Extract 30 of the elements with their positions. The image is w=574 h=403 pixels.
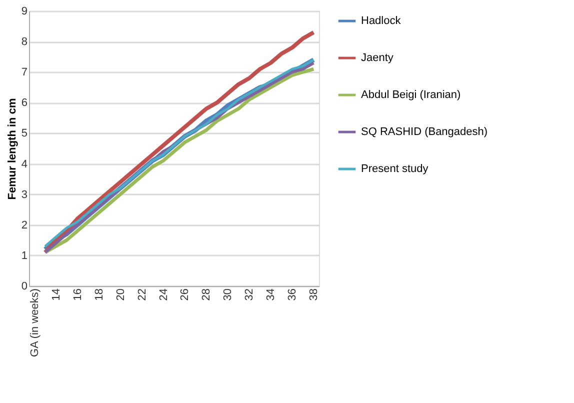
y-tick-label: 4 xyxy=(21,158,28,170)
y-tick-label: 6 xyxy=(21,97,28,110)
x-tick-label: 34 xyxy=(265,288,278,301)
y-tick-label: 1 xyxy=(21,250,28,262)
y-tick-label: 0 xyxy=(21,280,28,292)
x-tick-label: 30 xyxy=(222,288,234,301)
x-tick-label: 32 xyxy=(244,288,256,301)
x-tick-label: GA (in weeks) xyxy=(28,288,41,357)
legend-label: SQ RASHID (Bangadesh) xyxy=(361,126,488,138)
x-tick-label: 22 xyxy=(136,288,148,301)
y-tick-label: 9 xyxy=(21,6,28,18)
legend-label: Hadlock xyxy=(361,15,402,27)
legend-label: Present study xyxy=(361,163,429,175)
legend-label: Abdul Beigi (Iranian) xyxy=(361,89,461,101)
legend-label: Jaenty xyxy=(361,52,394,64)
x-tick-label: 16 xyxy=(72,288,84,301)
y-tick-label: 2 xyxy=(21,219,28,232)
x-tick-label: 28 xyxy=(200,288,213,301)
x-tick-label: 24 xyxy=(158,288,170,301)
y-tick-label: 3 xyxy=(21,188,28,201)
x-tick-label: 26 xyxy=(179,288,192,301)
y-axis-title: Femur length in cm xyxy=(6,98,18,200)
y-tick-label: 8 xyxy=(21,36,28,48)
x-tick-label: 38 xyxy=(308,288,320,301)
x-tick-label: 20 xyxy=(114,288,127,301)
y-tick-label: 5 xyxy=(21,128,28,140)
x-tick-label: 36 xyxy=(286,288,299,301)
y-tick-label: 7 xyxy=(21,66,28,79)
x-tick-label: 18 xyxy=(93,288,106,301)
x-tick-label: 14 xyxy=(50,288,62,301)
